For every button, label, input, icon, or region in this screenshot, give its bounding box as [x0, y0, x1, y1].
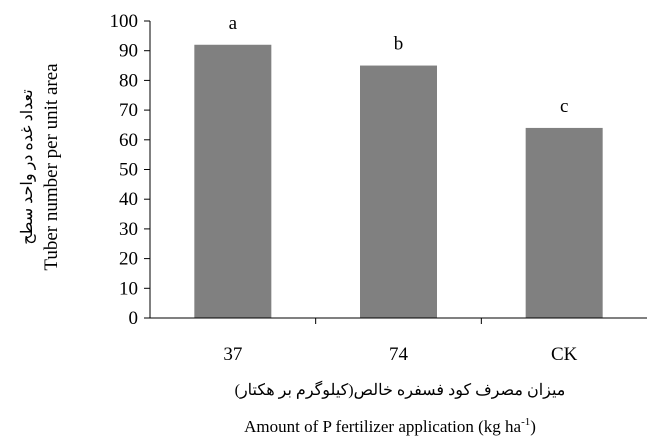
y-tick-label: 30 — [119, 219, 138, 240]
y-tick-label: 20 — [119, 249, 138, 270]
x-axis-label: Amount of P fertilizer application (kg h… — [244, 416, 536, 436]
x-axis-ticks: 37 74 CK — [223, 318, 578, 365]
y-tick-label: 70 — [119, 100, 138, 121]
significance-letter-74: b — [394, 34, 404, 55]
bars — [194, 44, 603, 318]
x-axis-label-fa: میزان مصرف کود فسفره خالص(کیلوگرم بر هکت… — [235, 380, 566, 399]
y-tick-label: 40 — [119, 189, 138, 210]
bar-74 — [360, 65, 437, 318]
significance-letters: a b c — [229, 13, 569, 117]
y-tick-label: 90 — [119, 41, 138, 62]
y-tick-label: 80 — [119, 70, 138, 91]
bar-37 — [194, 44, 272, 318]
y-axis-label: Tuber number per unit area — [41, 63, 62, 271]
y-tick-label: 0 — [129, 308, 139, 329]
y-tick-label: 100 — [110, 11, 139, 32]
y-axis-label-fa: تعداد غده در واحد سطح — [19, 89, 36, 244]
y-tick-label: 50 — [119, 160, 138, 181]
y-axis-ticks: 0 10 20 30 40 50 60 70 80 90 100 — [110, 11, 150, 329]
y-tick-label: 60 — [119, 130, 138, 151]
bar-CK — [525, 127, 603, 318]
significance-letter-37: a — [229, 13, 238, 34]
x-tick-label-74: 74 — [389, 344, 409, 365]
significance-letter-CK: c — [560, 96, 568, 117]
x-tick-label-37: 37 — [223, 344, 242, 365]
x-tick-label-CK: CK — [551, 344, 578, 365]
y-tick-label: 10 — [119, 278, 138, 299]
